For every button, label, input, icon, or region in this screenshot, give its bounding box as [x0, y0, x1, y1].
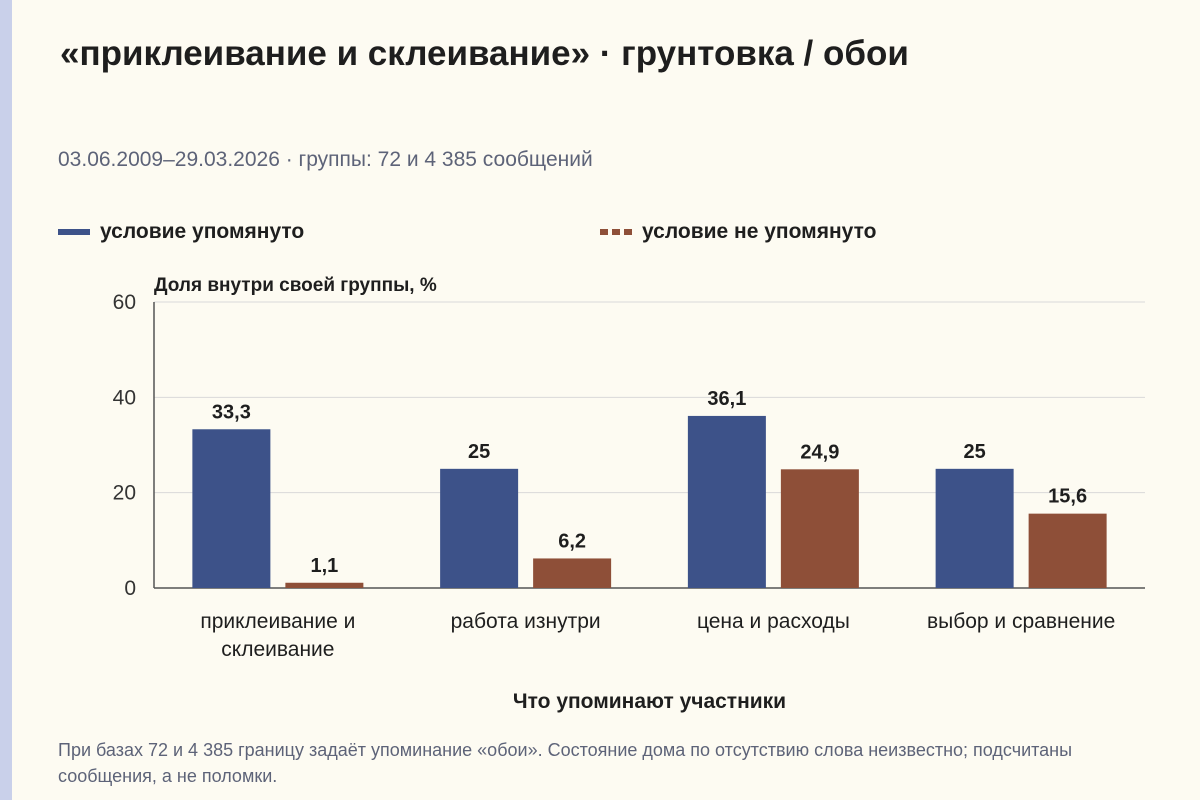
y-tick-label: 60	[113, 291, 136, 314]
y-axis-label: Доля внутри своей группы, %	[154, 275, 437, 296]
bar-mentioned	[935, 468, 1014, 588]
bar-value-label: 25	[468, 441, 490, 463]
bar-value-label: 24,9	[800, 441, 839, 463]
bar-mentioned	[687, 415, 766, 588]
bar-value-label: 25	[964, 441, 986, 463]
legend-swatch-not-mentioned	[600, 229, 632, 235]
bar-value-label: 36,1	[707, 388, 746, 410]
y-tick-label: 0	[124, 577, 136, 600]
x-axis-label: Что упоминают участники	[513, 690, 786, 713]
bar-value-label: 33,3	[212, 401, 251, 423]
x-category-label: склеивание	[221, 638, 334, 661]
bar-value-label: 15,6	[1048, 486, 1087, 508]
legend-item-mentioned: условие упомянуто	[58, 220, 304, 244]
bar-not-mentioned	[285, 582, 364, 588]
x-category-label: цена и расходы	[697, 610, 850, 633]
y-tick-label: 20	[113, 482, 136, 505]
chart-subtitle: 03.06.2009–29.03.2026 · группы: 72 и 4 3…	[58, 148, 593, 171]
x-category-label: приклеивание и	[200, 610, 355, 633]
x-category-label: работа изнутри	[451, 610, 601, 633]
bar-not-mentioned	[533, 558, 612, 588]
legend-label-not-mentioned: условие не упомянуто	[642, 220, 877, 243]
bar-mentioned	[440, 468, 519, 588]
bar-not-mentioned	[780, 469, 859, 588]
footnote: При базах 72 и 4 385 границу задаёт упом…	[58, 740, 1073, 786]
bar-value-label: 6,2	[558, 530, 586, 552]
legend-item-not-mentioned: условие не упомянуто	[600, 220, 876, 244]
x-category-label: выбор и сравнение	[927, 610, 1115, 633]
left-accent-stripe	[0, 0, 12, 800]
legend-label-mentioned: условие упомянуто	[100, 220, 305, 243]
bar-not-mentioned	[1028, 513, 1107, 588]
chart-title: «приклеивание и склеивание» · грунтовка …	[60, 34, 909, 73]
legend-swatch-mentioned	[58, 229, 90, 235]
bar-value-label: 1,1	[310, 555, 338, 577]
bar-mentioned	[192, 429, 271, 588]
y-tick-label: 40	[113, 386, 136, 409]
